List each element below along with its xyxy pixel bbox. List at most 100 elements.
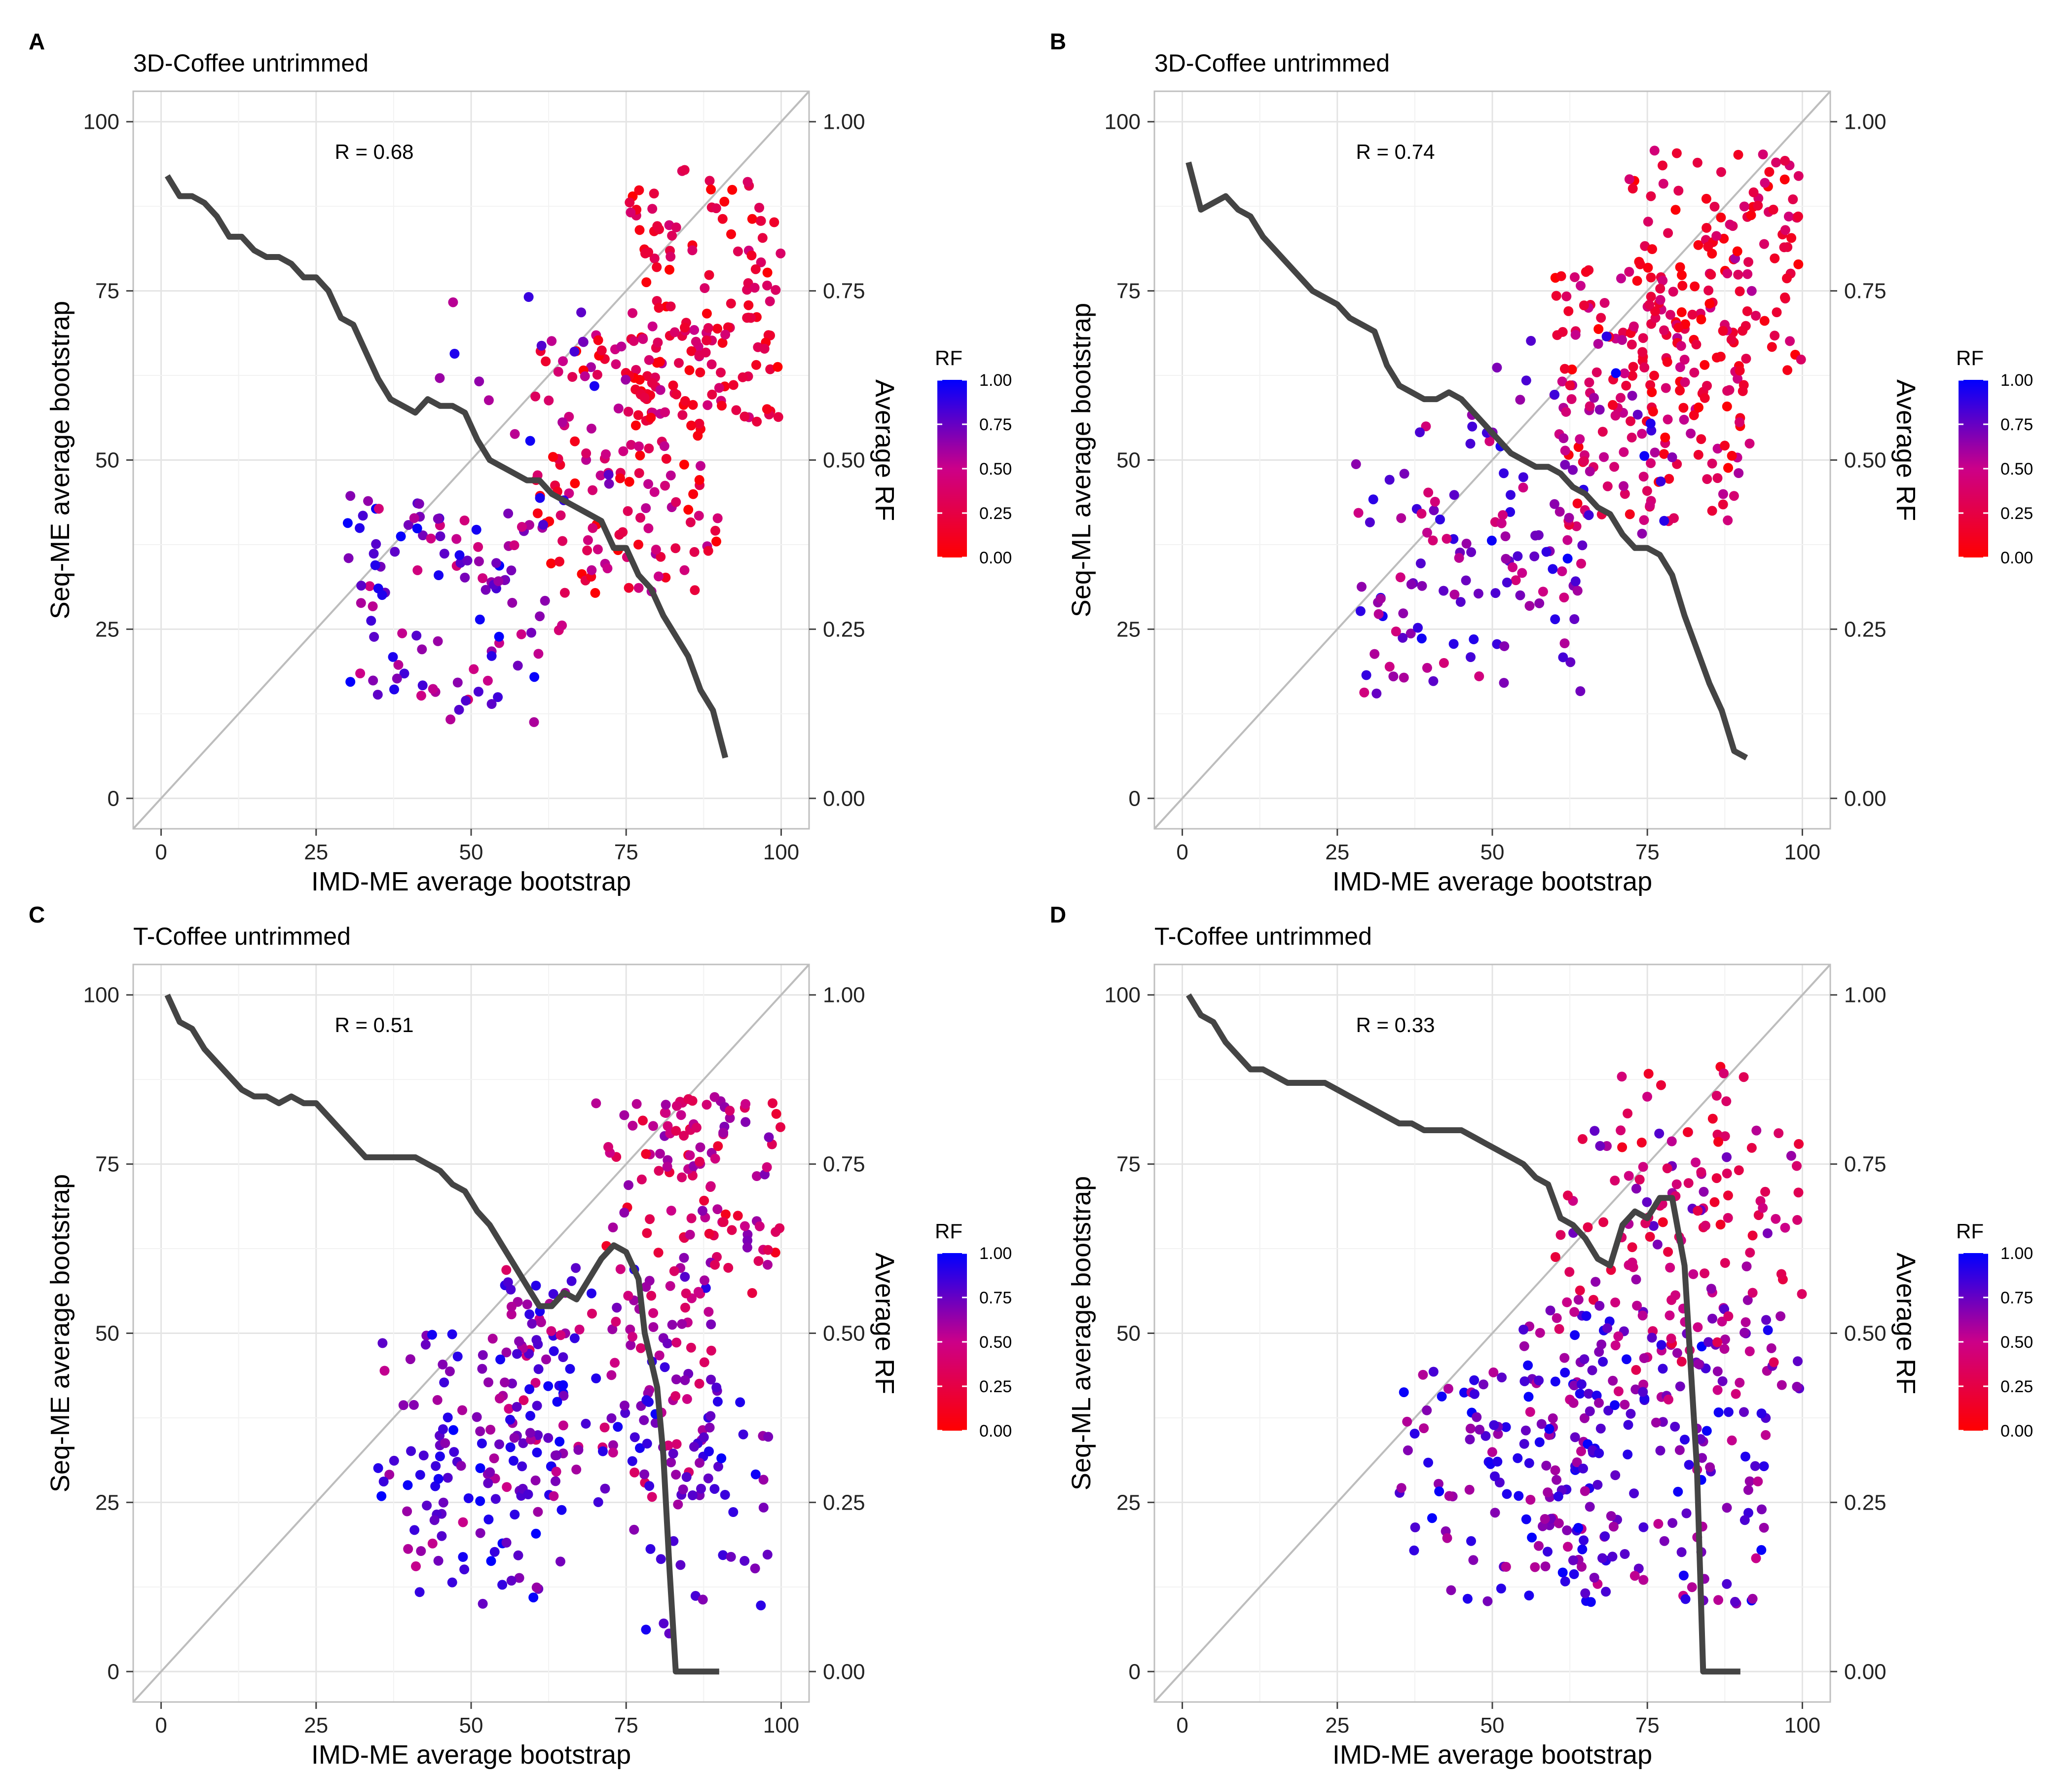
scatter-point	[680, 323, 690, 333]
scatter-point	[654, 1350, 665, 1361]
scatter-point	[1635, 259, 1645, 269]
scatter-point	[1633, 1563, 1644, 1574]
scatter-point	[592, 544, 603, 555]
scatter-point	[1793, 211, 1803, 222]
y-axis-label: Seq-ME average bootstrap	[45, 1174, 75, 1492]
scatter-point	[1706, 1284, 1716, 1294]
scatter-point	[1624, 1171, 1634, 1181]
scatter-point	[1608, 1521, 1619, 1532]
scatter-point	[427, 1330, 437, 1340]
scatter-point	[752, 1171, 762, 1181]
scatter-point	[405, 1354, 415, 1365]
scatter-point	[1534, 598, 1545, 608]
scatter-point	[1669, 513, 1679, 523]
scatter-point	[619, 1110, 629, 1120]
scatter-point	[525, 1410, 535, 1421]
scatter-point	[1680, 1435, 1690, 1445]
scatter-point	[1525, 1407, 1535, 1417]
scatter-point	[648, 1322, 659, 1332]
scatter-point	[1739, 201, 1749, 212]
scatter-point	[1589, 1573, 1599, 1583]
scatter-point	[1720, 1131, 1730, 1142]
x-tick-label: 25	[1325, 840, 1349, 864]
scatter-point	[623, 407, 633, 417]
scatter-point	[611, 1317, 621, 1327]
scatter-point	[1466, 547, 1477, 557]
scatter-point	[1739, 1407, 1749, 1417]
scatter-point	[601, 449, 611, 459]
scatter-point	[742, 177, 753, 187]
scatter-point	[456, 1461, 466, 1471]
scatter-point	[566, 1276, 577, 1286]
scatter-point	[740, 1099, 751, 1109]
scatter-point	[643, 523, 654, 533]
scatter-point	[1579, 456, 1589, 466]
scatter-point	[1375, 593, 1386, 604]
scatter-point	[1687, 1582, 1697, 1592]
scatter-point	[1570, 576, 1581, 587]
scatter-point	[1758, 1203, 1768, 1213]
scatter-point	[1435, 515, 1445, 524]
scatter-point	[1490, 1508, 1500, 1518]
scatter-point	[398, 1400, 408, 1410]
scatter-point	[634, 185, 644, 195]
scatter-point	[530, 1475, 541, 1485]
scatter-point	[1700, 1268, 1710, 1279]
scatter-point	[1541, 1460, 1552, 1471]
scatter-point	[486, 1556, 496, 1566]
scatter-point	[1771, 1214, 1781, 1224]
y-tick-label: 75	[95, 1152, 119, 1177]
scatter-point	[704, 1422, 715, 1433]
scatter-point	[634, 468, 644, 478]
scatter-point	[762, 404, 772, 414]
scatter-point	[1534, 1541, 1544, 1551]
scatter-point	[1642, 486, 1652, 496]
scatter-point	[1619, 481, 1628, 491]
scatter-point	[1466, 1536, 1476, 1546]
scatter-point	[624, 1180, 633, 1190]
scatter-point	[411, 1561, 421, 1571]
scatter-point	[1536, 1419, 1547, 1429]
scatter-point	[638, 1115, 648, 1126]
scatter-point	[1492, 1456, 1503, 1467]
scatter-point	[1515, 590, 1525, 600]
scatter-point	[696, 1483, 706, 1494]
scatter-point	[629, 1467, 640, 1478]
scatter-point	[590, 588, 600, 598]
scatter-point	[475, 614, 485, 625]
scatter-point	[1398, 608, 1408, 619]
scatter-point	[1675, 262, 1685, 272]
scatter-point	[543, 1433, 554, 1443]
scatter-point	[555, 556, 564, 567]
scatter-point	[529, 672, 540, 682]
scatter-point	[1573, 1523, 1584, 1533]
scatter-point	[706, 1374, 716, 1385]
scatter-point	[704, 1446, 714, 1456]
scatter-point	[355, 523, 365, 533]
scatter-point	[1585, 401, 1595, 411]
scatter-point	[541, 1354, 551, 1365]
scatter-point	[717, 338, 728, 348]
scatter-point	[530, 391, 541, 402]
scatter-point	[1659, 325, 1669, 335]
scatter-point	[567, 372, 578, 382]
scatter-point	[1610, 1340, 1621, 1351]
scatter-point	[356, 581, 367, 591]
legend-tick-label: 0.75	[2000, 1289, 2033, 1307]
scatter-point	[558, 356, 568, 367]
scatter-point	[749, 283, 760, 293]
scatter-point	[551, 1467, 561, 1477]
scatter-point	[1740, 1451, 1750, 1462]
scatter-point	[1551, 1252, 1560, 1262]
scatter-point	[1601, 332, 1612, 341]
scatter-point	[1658, 1217, 1668, 1227]
scatter-point	[538, 519, 548, 530]
scatter-point	[1559, 638, 1570, 648]
scatter-point	[633, 583, 644, 593]
scatter-point	[705, 1411, 716, 1421]
scatter-point	[1439, 658, 1449, 668]
x-tick-label: 50	[459, 1713, 483, 1738]
y-tick-label: 75	[1116, 279, 1141, 303]
scatter-point	[1733, 269, 1743, 280]
scatter-point	[1584, 510, 1594, 520]
